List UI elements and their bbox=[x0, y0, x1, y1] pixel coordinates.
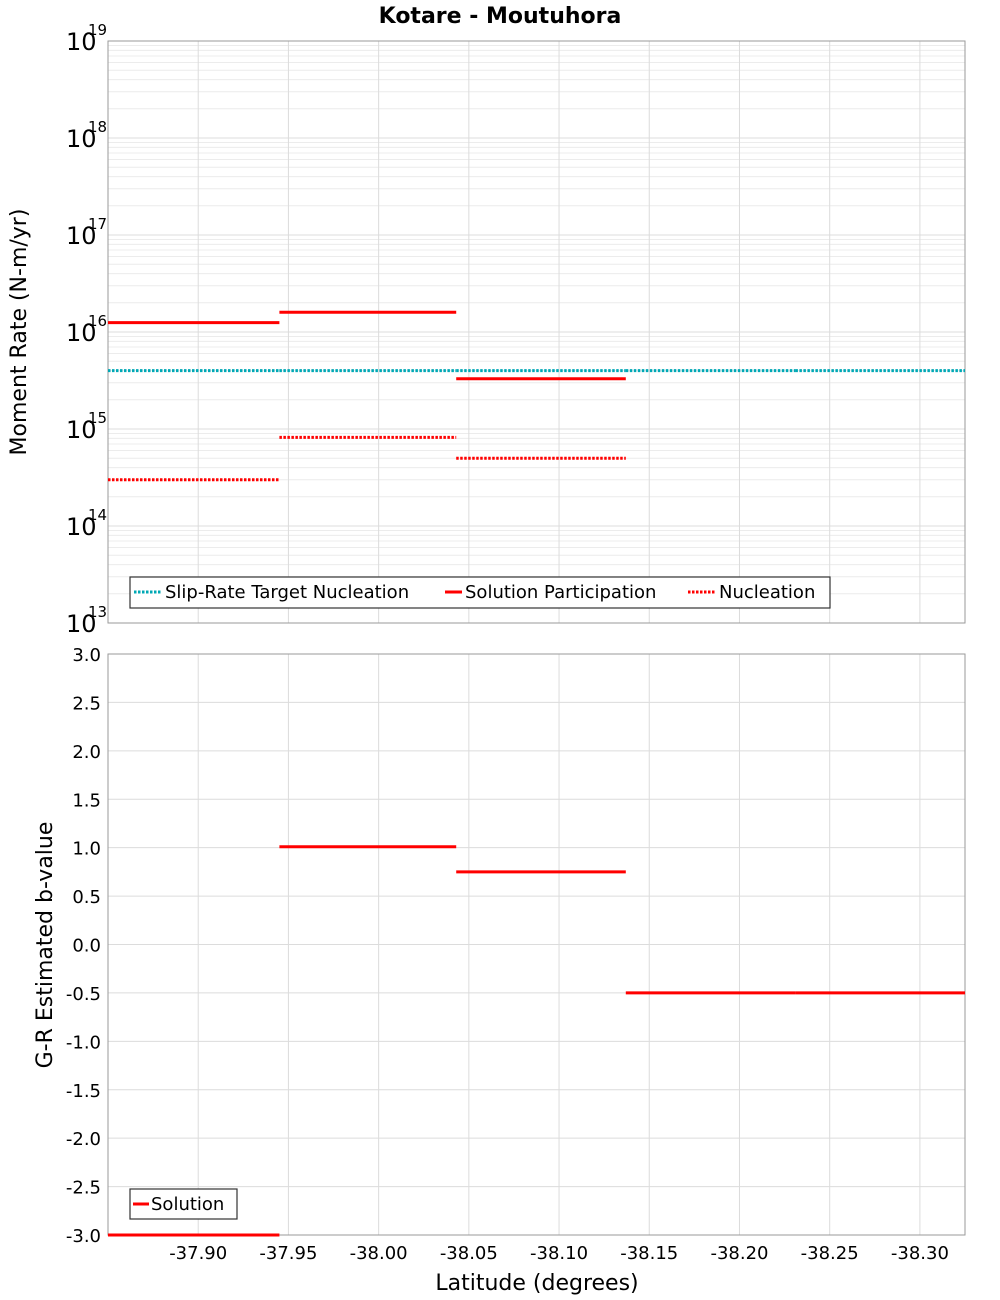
moment-rate-y-axis-label: Moment Rate (N-m/yr) bbox=[7, 209, 32, 456]
moment-rate-y-tick-label: 10 bbox=[66, 416, 97, 444]
latitude-x-tick-label: -37.90 bbox=[169, 1243, 227, 1264]
latitude-x-ticks: -37.90 -37.95 -38.00 -38.05 -38.10 -38.15 -38.… bbox=[169, 1243, 949, 1264]
moment-rate-y-tick-exponent: 17 bbox=[88, 215, 107, 233]
moment-rate-y-tick-exponent: 14 bbox=[88, 506, 107, 524]
moment-rate-y-tick-label: 10 bbox=[66, 28, 97, 56]
moment-rate-y-tick-exponent: 13 bbox=[88, 603, 107, 621]
moment-rate-y-tick-label: 10 bbox=[66, 610, 97, 638]
moment-rate-grid bbox=[108, 40, 965, 624]
legend-label-slip-rate-target: Slip-Rate Target Nucleation bbox=[165, 582, 409, 603]
b-value-y-tick-label: 3.0 bbox=[72, 645, 101, 666]
b-value-y-axis-label: G-R Estimated b-value bbox=[33, 822, 58, 1069]
legend-label-solution: Solution bbox=[151, 1194, 224, 1215]
b-value-y-tick-label: 1.5 bbox=[72, 790, 101, 811]
moment-rate-legend: Slip-Rate Target Nucleation Solution Par… bbox=[129, 576, 831, 609]
b-value-y-tick-label: 0.0 bbox=[72, 936, 101, 957]
latitude-x-tick-label: -38.30 bbox=[891, 1243, 949, 1264]
moment-rate-y-tick-label: 10 bbox=[66, 513, 97, 541]
latitude-x-tick-label: -38.15 bbox=[620, 1243, 678, 1264]
b-value-series bbox=[108, 845, 965, 1237]
b-value-y-tick-label: 1.0 bbox=[72, 839, 101, 860]
latitude-x-tick-label: -38.10 bbox=[530, 1243, 588, 1264]
b-value-grid bbox=[108, 653, 965, 1236]
latitude-x-tick-label: -38.00 bbox=[350, 1243, 408, 1264]
b-value-plot-frame bbox=[107, 653, 966, 1236]
b-value-panel: 3.0 2.5 2.0 1.5 1.0 0.5 0.0 -0.5 -1.0 -1.5 -2.0 -2.… bbox=[33, 645, 966, 1296]
b-value-y-tick-label: -1.5 bbox=[66, 1081, 101, 1102]
b-value-y-tick-label: 0.5 bbox=[72, 887, 101, 908]
b-value-legend: Solution bbox=[129, 1188, 238, 1220]
latitude-x-tick-label: -38.05 bbox=[440, 1243, 498, 1264]
b-value-y-tick-label: -2.5 bbox=[66, 1178, 101, 1199]
moment-rate-series bbox=[108, 310, 965, 482]
legend-label-nucleation: Nucleation bbox=[719, 582, 815, 603]
moment-rate-y-tick-label: 10 bbox=[66, 125, 97, 153]
moment-rate-y-tick-label: 10 bbox=[66, 319, 97, 347]
latitude-x-tick-label: -38.25 bbox=[801, 1243, 859, 1264]
latitude-x-axis-label: Latitude (degrees) bbox=[435, 1271, 638, 1296]
b-value-y-tick-label: 2.0 bbox=[72, 742, 101, 763]
b-value-y-tick-label: -0.5 bbox=[66, 984, 101, 1005]
moment-rate-plot-frame bbox=[107, 40, 966, 624]
b-value-y-tick-label: -2.0 bbox=[66, 1129, 101, 1150]
moment-rate-y-tick-exponent: 19 bbox=[88, 21, 107, 39]
b-value-y-tick-label: -1.0 bbox=[66, 1032, 101, 1053]
chart-title: Kotare - Moutuhora bbox=[379, 4, 622, 29]
moment-rate-y-tick-exponent: 16 bbox=[88, 312, 107, 330]
b-value-y-tick-label: 2.5 bbox=[72, 693, 101, 714]
latitude-x-tick-label: -37.95 bbox=[259, 1243, 317, 1264]
latitude-x-tick-label: -38.20 bbox=[710, 1243, 768, 1264]
b-value-y-tick-label: -3.0 bbox=[66, 1226, 101, 1247]
legend-label-solution-participation: Solution Participation bbox=[465, 582, 656, 603]
moment-rate-y-tick-exponent: 18 bbox=[88, 118, 107, 136]
moment-rate-y-tick-exponent: 15 bbox=[88, 409, 107, 427]
moment-rate-y-tick-label: 10 bbox=[66, 222, 97, 250]
b-value-y-ticks: 3.0 2.5 2.0 1.5 1.0 0.5 0.0 -0.5 -1.0 -1.5 -2.0 -2.… bbox=[66, 645, 101, 1247]
